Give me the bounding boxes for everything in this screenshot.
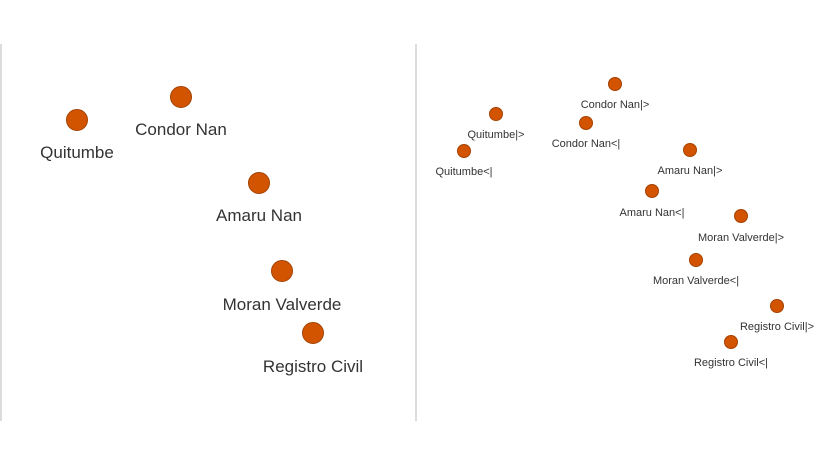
station-dot-registro-civil-in[interactable] (724, 335, 738, 349)
station-dot-amaru-nan-in[interactable] (645, 184, 659, 198)
station-dot-moran-valverde[interactable] (271, 260, 293, 282)
station-label-condor-nan-in: Condor Nan<| (552, 138, 621, 150)
station-label-amaru-nan-in: Amaru Nan<| (620, 207, 685, 219)
station-label-quitumbe-out: Quitumbe|> (468, 129, 525, 141)
station-dot-condor-nan-in[interactable] (579, 116, 593, 130)
station-dot-condor-nan-out[interactable] (608, 77, 622, 91)
station-label-quitumbe-in: Quitumbe<| (436, 166, 493, 178)
station-dot-moran-valverde-in[interactable] (689, 253, 703, 267)
station-label-moran-valverde-in: Moran Valverde<| (653, 275, 739, 287)
station-dot-condor-nan[interactable] (170, 86, 192, 108)
station-label-registro-civil: Registro Civil (263, 357, 363, 376)
station-label-moran-valverde-out: Moran Valverde|> (698, 232, 784, 244)
station-label-amaru-nan-out: Amaru Nan|> (658, 165, 723, 177)
station-dot-amaru-nan[interactable] (248, 172, 270, 194)
station-label-registro-civil-in: Registro Civil<| (694, 357, 768, 369)
station-label-amaru-nan: Amaru Nan (216, 206, 302, 225)
station-label-quitumbe: Quitumbe (40, 143, 114, 162)
station-dot-moran-valverde-out[interactable] (734, 209, 748, 223)
station-dot-amaru-nan-out[interactable] (683, 143, 697, 157)
right-panel: Quitumbe|> Quitumbe<| Condor Nan|> Condo… (436, 77, 814, 369)
station-dot-quitumbe-out[interactable] (489, 107, 503, 121)
station-dot-registro-civil-out[interactable] (770, 299, 784, 313)
station-label-condor-nan: Condor Nan (135, 120, 227, 139)
station-label-moran-valverde: Moran Valverde (223, 295, 342, 314)
station-dot-registro-civil[interactable] (302, 322, 324, 344)
station-label-condor-nan-out: Condor Nan|> (581, 99, 650, 111)
station-label-registro-civil-out: Registro Civil|> (740, 321, 814, 333)
station-dot-quitumbe[interactable] (66, 109, 88, 131)
left-panel: Quitumbe Condor Nan Amaru Nan Moran Valv… (40, 86, 363, 376)
station-dot-quitumbe-in[interactable] (457, 144, 471, 158)
